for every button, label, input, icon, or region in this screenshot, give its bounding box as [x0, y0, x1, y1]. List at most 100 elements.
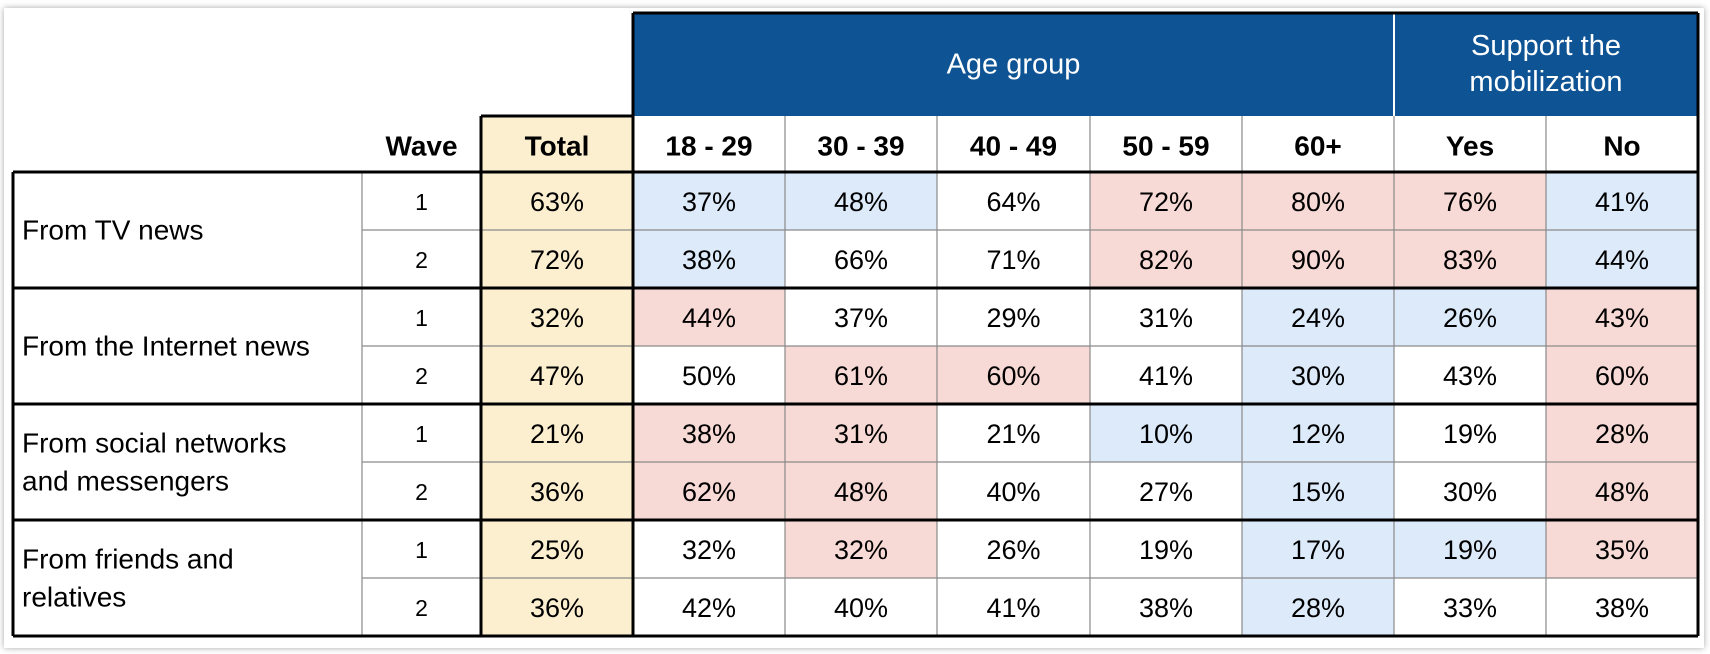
cell-bg-blue — [1546, 230, 1698, 288]
cell-value: 25% — [530, 535, 584, 565]
cell-value: 90% — [1291, 245, 1345, 275]
cell-value: 44% — [682, 303, 736, 333]
cell-bg-red — [785, 520, 937, 578]
cell-value: 66% — [834, 245, 888, 275]
row-label: From social networks — [22, 428, 287, 459]
cell-value: 37% — [682, 187, 736, 217]
cell-bg-red — [1090, 230, 1242, 288]
cell-value: 61% — [834, 361, 888, 391]
cell-value: 83% — [1443, 245, 1497, 275]
cell-value: 28% — [1595, 419, 1649, 449]
cell-bg-blue — [1090, 404, 1242, 462]
cell-bg-blue — [1394, 520, 1546, 578]
wave-number: 2 — [415, 479, 428, 505]
cell-value: 38% — [1139, 593, 1193, 623]
wave-number: 1 — [415, 537, 428, 563]
cell-bg-blue — [633, 172, 785, 230]
cell-value: 10% — [1139, 419, 1193, 449]
group-header-support-line: Support the — [1471, 30, 1621, 62]
cell-bg-blue — [1394, 288, 1546, 346]
cell-value: 72% — [530, 245, 584, 275]
cell-bg-blue — [1242, 346, 1394, 404]
cell-value: 32% — [834, 535, 888, 565]
cell-value: 38% — [682, 419, 736, 449]
row-label: relatives — [22, 582, 126, 613]
cell-bg-blue — [1242, 578, 1394, 636]
cell-value: 21% — [986, 419, 1040, 449]
cell-value: 64% — [986, 187, 1040, 217]
group-header-age: Age group — [947, 49, 1081, 81]
cell-bg-red — [785, 404, 937, 462]
cell-bg-red — [1394, 172, 1546, 230]
cell-bg-red — [1090, 172, 1242, 230]
cell-value: 48% — [1595, 477, 1649, 507]
wave-number: 1 — [415, 189, 428, 215]
cell-value: 12% — [1291, 419, 1345, 449]
cell-value: 76% — [1443, 187, 1497, 217]
cell-value: 32% — [682, 535, 736, 565]
cell-bg-red — [785, 346, 937, 404]
cell-value: 44% — [1595, 245, 1649, 275]
cell-value: 63% — [530, 187, 584, 217]
cell-value: 40% — [834, 593, 888, 623]
cell-bg-blue — [1242, 404, 1394, 462]
cell-value: 26% — [986, 535, 1040, 565]
cell-value: 60% — [1595, 361, 1649, 391]
cell-value: 47% — [530, 361, 584, 391]
cell-value: 36% — [530, 593, 584, 623]
cell-bg-red — [1242, 172, 1394, 230]
cell-bg-red — [785, 462, 937, 520]
row-label: From TV news — [22, 215, 204, 246]
cell-value: 72% — [1139, 187, 1193, 217]
cell-value: 19% — [1139, 535, 1193, 565]
cell-value: 38% — [1595, 593, 1649, 623]
wave-number: 1 — [415, 421, 428, 447]
cell-bg-blue — [1242, 520, 1394, 578]
cell-bg-red — [1546, 346, 1698, 404]
cell-value: 43% — [1443, 361, 1497, 391]
row-label: From friends and — [22, 544, 234, 575]
cell-value: 42% — [682, 593, 736, 623]
wave-number: 2 — [415, 247, 428, 273]
column-header: 50 - 59 — [1122, 131, 1209, 162]
cell-value: 19% — [1443, 535, 1497, 565]
cell-value: 41% — [1139, 361, 1193, 391]
cell-value: 33% — [1443, 593, 1497, 623]
column-header: 40 - 49 — [970, 131, 1057, 162]
cell-value: 26% — [1443, 303, 1497, 333]
cell-value: 41% — [986, 593, 1040, 623]
row-label: and messengers — [22, 466, 229, 497]
column-header: 30 - 39 — [817, 131, 904, 162]
cell-bg-blue — [1242, 462, 1394, 520]
cell-value: 80% — [1291, 187, 1345, 217]
cell-bg-red — [1546, 462, 1698, 520]
cell-bg-red — [633, 404, 785, 462]
header-band — [633, 13, 1698, 116]
cell-value: 82% — [1139, 245, 1193, 275]
group-header-support-line: mobilization — [1469, 66, 1622, 98]
cell-value: 38% — [682, 245, 736, 275]
cell-value: 41% — [1595, 187, 1649, 217]
cell-value: 35% — [1595, 535, 1649, 565]
column-header: Total — [525, 131, 590, 162]
column-header: 60+ — [1294, 131, 1342, 162]
cell-value: 36% — [530, 477, 584, 507]
column-header: Wave — [385, 131, 457, 162]
total-column-bg — [481, 116, 633, 636]
cell-value: 31% — [1139, 303, 1193, 333]
cell-value: 71% — [986, 245, 1040, 275]
cell-value: 48% — [834, 187, 888, 217]
cell-value: 37% — [834, 303, 888, 333]
cell-value: 62% — [682, 477, 736, 507]
cell-bg-red — [633, 462, 785, 520]
cell-bg-red — [1546, 404, 1698, 462]
cell-value: 31% — [834, 419, 888, 449]
cell-value: 43% — [1595, 303, 1649, 333]
cell-bg-red — [1546, 520, 1698, 578]
cell-value: 48% — [834, 477, 888, 507]
cell-bg-blue — [1546, 172, 1698, 230]
column-header: No — [1603, 131, 1640, 162]
cell-value: 30% — [1291, 361, 1345, 391]
cell-bg-red — [633, 288, 785, 346]
